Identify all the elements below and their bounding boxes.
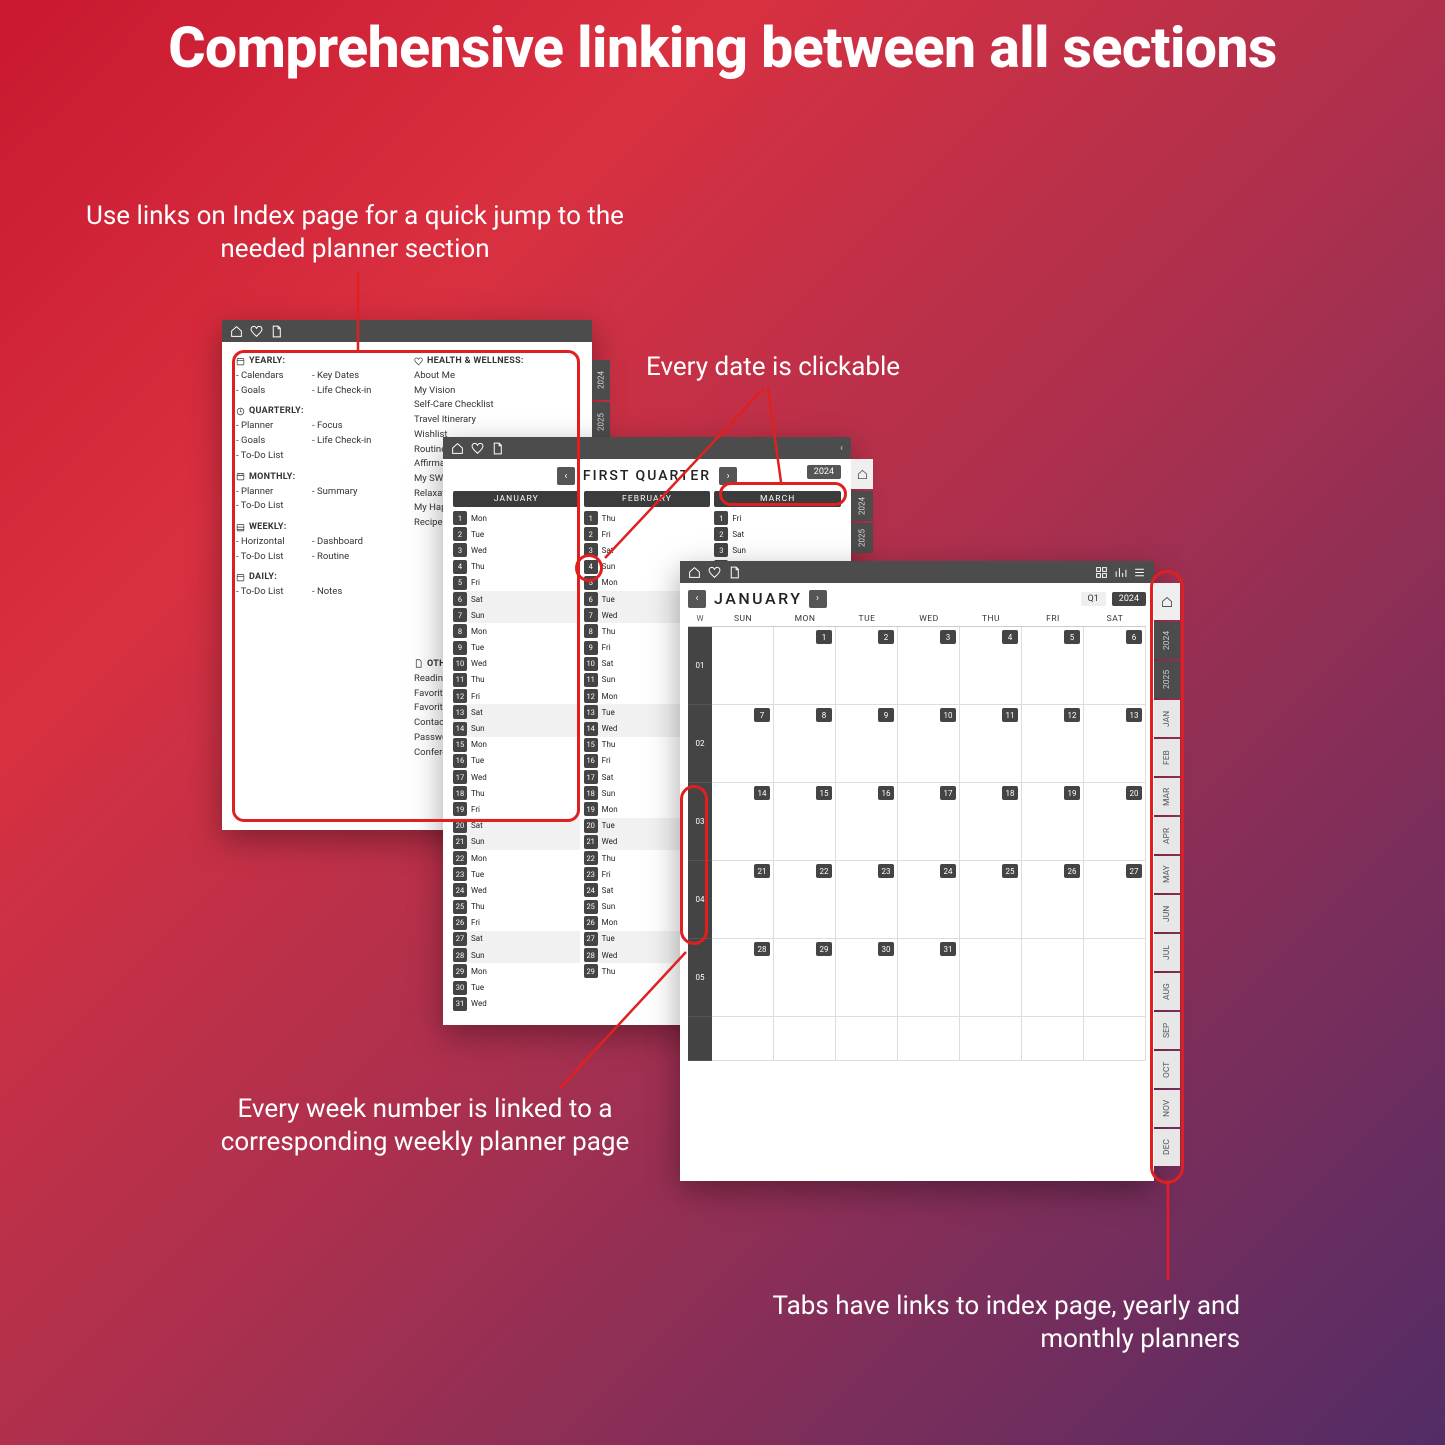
callout-lines bbox=[0, 0, 1445, 1445]
